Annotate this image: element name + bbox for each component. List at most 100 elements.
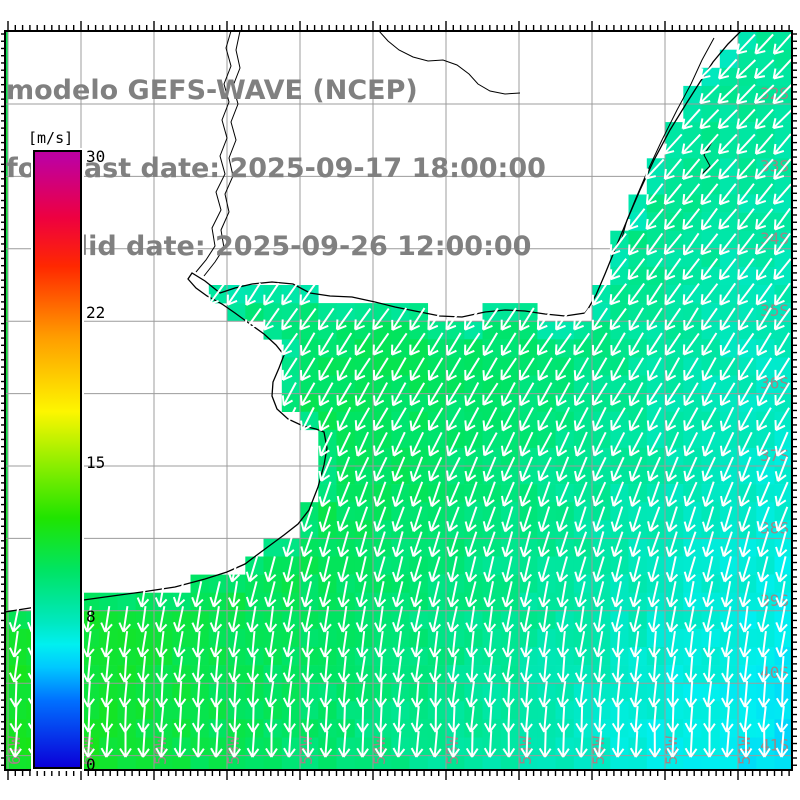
wind-arrow <box>482 456 497 482</box>
wind-cell <box>628 212 648 231</box>
wind-cell <box>172 774 191 792</box>
wind-arrow <box>627 282 645 306</box>
colorbar-unit-label: [m/s] <box>28 129 74 147</box>
wind-arrow <box>591 282 608 306</box>
wind-cell <box>701 375 721 394</box>
wind-arrow <box>699 158 720 180</box>
wind-arrow <box>757 581 770 608</box>
wind-cell <box>719 303 739 322</box>
wind-cell <box>519 375 538 394</box>
wind-arrow <box>428 531 441 558</box>
wind-arrow <box>209 630 223 658</box>
wind-arrow <box>391 456 406 482</box>
wind-arrow <box>737 257 755 281</box>
wind-arrow <box>245 556 259 583</box>
wind-arrow <box>682 183 701 206</box>
wind-arrow <box>721 680 734 708</box>
wind-cell <box>610 755 629 769</box>
wind-arrow <box>464 481 478 508</box>
wind-arrow <box>427 332 444 356</box>
wind-arrow <box>409 456 424 482</box>
wind-arrow <box>702 531 715 558</box>
wind-cell <box>427 375 447 394</box>
wind-arrow <box>666 705 680 733</box>
wind-cell <box>227 14 246 32</box>
wind-arrow <box>754 108 774 130</box>
wind-arrow <box>210 705 223 733</box>
wind-cell <box>281 538 301 557</box>
wind-arrow <box>628 432 644 457</box>
wind-arrow <box>592 631 606 658</box>
wind-arrow <box>683 531 697 558</box>
wind-arrow <box>337 730 351 758</box>
wind-cell <box>683 610 702 630</box>
wind-arrow <box>628 407 644 432</box>
wind-cell <box>135 683 155 702</box>
wind-arrow <box>773 158 791 180</box>
wind-arrow <box>191 605 205 633</box>
wind-arrow <box>721 730 734 758</box>
wind-cell <box>701 701 721 720</box>
wind-arrow <box>700 183 719 206</box>
wind-cell <box>610 303 629 322</box>
wind-arrow <box>665 581 679 608</box>
wind-arrow <box>355 506 369 533</box>
wind-arrow <box>574 456 588 482</box>
wind-arrow <box>593 730 606 758</box>
wind-cell <box>227 774 246 792</box>
wind-arrow <box>775 631 788 658</box>
wind-cell <box>154 774 173 792</box>
lon-label: 55W <box>443 736 462 765</box>
wind-arrow <box>464 407 480 432</box>
wind-arrow <box>246 630 260 658</box>
wind-arrow <box>756 481 771 507</box>
wind-arrow <box>82 680 95 708</box>
wind-arrow <box>299 357 316 382</box>
wind-arrow <box>465 680 478 708</box>
wind-arrow <box>702 655 716 683</box>
wind-cell <box>720 774 739 792</box>
wind-arrow <box>702 556 715 583</box>
wind-arrow <box>374 730 388 758</box>
wind-cell <box>537 447 556 467</box>
wind-cell <box>701 393 721 412</box>
wind-arrow <box>627 258 646 281</box>
wind-cell <box>81 610 100 630</box>
wind-cell <box>6 357 9 376</box>
wind-arrow <box>591 332 608 356</box>
wind-arrow <box>627 232 645 256</box>
wind-cell <box>117 683 137 702</box>
wind-arrow <box>410 581 423 608</box>
wind-arrow <box>282 531 295 558</box>
wind-cell <box>646 303 666 322</box>
wind-arrow <box>82 705 96 733</box>
wind-arrow <box>391 307 408 331</box>
wind-arrow <box>263 307 280 331</box>
wind-cell <box>354 375 374 394</box>
wind-cell <box>26 14 45 32</box>
wind-arrow <box>665 531 678 558</box>
wind-cell <box>629 14 648 32</box>
wind-cell <box>391 321 410 340</box>
wind-arrow <box>699 58 720 80</box>
river-line <box>700 141 713 176</box>
wind-arrow <box>282 606 296 633</box>
wind-arrow <box>537 407 553 432</box>
wind-cell <box>683 140 702 159</box>
wind-arrow <box>210 680 223 708</box>
wind-cell <box>245 701 264 720</box>
wind-arrow <box>519 481 534 507</box>
wind-arrow <box>629 606 642 633</box>
wind-cell <box>391 520 410 539</box>
wind-cell <box>6 158 9 177</box>
wind-arrow <box>446 531 459 558</box>
wind-cell <box>793 701 800 719</box>
wind-arrow <box>717 133 738 155</box>
wind-cell <box>483 14 502 32</box>
wind-arrow <box>628 382 644 407</box>
wind-cell <box>117 592 137 612</box>
wind-arrow <box>429 730 442 758</box>
wind-arrow <box>701 456 716 482</box>
wind-arrow <box>537 506 551 533</box>
